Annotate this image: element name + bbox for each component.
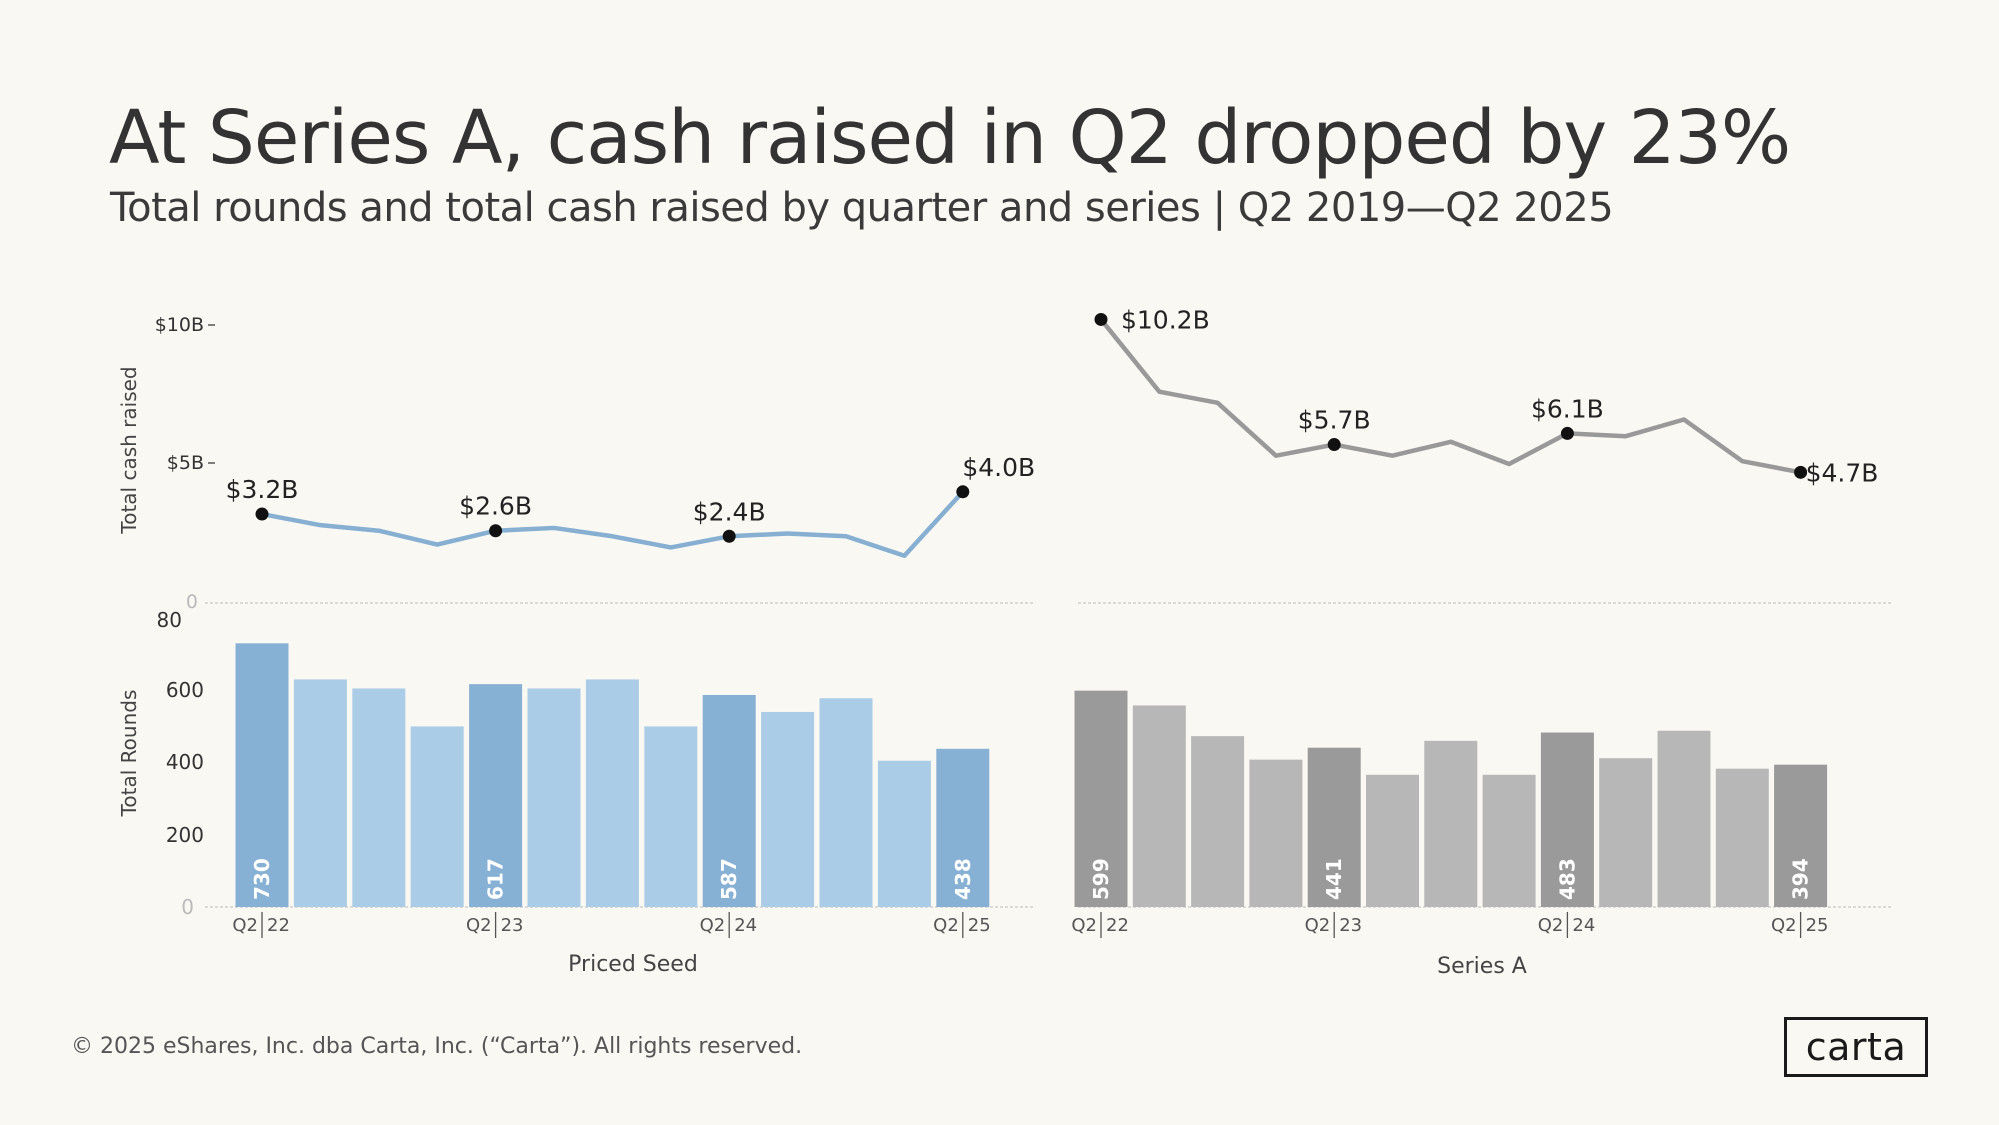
seriesa-bar-label-12: 394 <box>1789 858 1813 900</box>
seriesa-xtick-yr-4: 23 <box>1339 915 1362 936</box>
seriesa-cash-label-12: $4.7B <box>1806 458 1879 487</box>
seriesa-xtick-yr-12: 25 <box>1806 915 1829 936</box>
seriesa-cash-label-0: $10.2B <box>1121 305 1210 334</box>
rounds-tick-600: 600 <box>166 678 204 702</box>
seriesa-bar-10 <box>1657 730 1711 907</box>
series-a-panel: 599 441 483 394 Q2 22 Q2 23 Q2 24 Q2 25 $10.2B $5.7B $… <box>1071 305 1878 938</box>
seed-xtick-yr-4: 23 <box>501 915 524 936</box>
seed-cash-point-8 <box>722 529 736 543</box>
seed-cash-label-12: $4.0B <box>962 453 1035 482</box>
seed-x-label: Priced Seed <box>568 952 698 977</box>
seed-xtick-q-12: Q2 <box>933 915 959 936</box>
seed-bar-12 <box>936 748 990 907</box>
cash-tick-0: 0 <box>186 591 198 613</box>
seed-bar-11 <box>877 760 931 907</box>
carta-logo: carta <box>1784 1017 1928 1077</box>
seed-xtick-yr-8: 24 <box>734 915 757 936</box>
seed-xtick-q-0: Q2 <box>232 915 258 936</box>
seriesa-xtick-q-0: Q2 <box>1071 915 1097 936</box>
page-subtitle: Total rounds and total cash raised by qu… <box>110 185 1614 231</box>
seed-cash-label-8: $2.4B <box>693 497 766 526</box>
seriesa-cash-point-12 <box>1794 465 1808 479</box>
seriesa-bar-2 <box>1191 736 1245 907</box>
seed-cash-label-0: $3.2B <box>226 475 299 504</box>
seed-bar-6 <box>585 679 639 907</box>
seed-xtick-yr-12: 25 <box>968 915 991 936</box>
seed-xtick-q-8: Q2 <box>700 915 726 936</box>
seriesa-bar-11 <box>1715 768 1769 907</box>
cash-axis-title: Total cash raised <box>117 366 141 534</box>
seriesa-cash-point-8 <box>1560 426 1574 440</box>
seed-bar-label-8: 587 <box>717 858 741 900</box>
rounds-tick-0: 0 <box>181 895 194 919</box>
seed-bar-4 <box>469 684 523 907</box>
seed-xtick-yr-0: 22 <box>267 915 290 936</box>
seriesa-bar-3 <box>1249 759 1303 907</box>
seriesa-xtick-yr-8: 24 <box>1572 915 1595 936</box>
page-title: At Series A, cash raised in Q2 dropped b… <box>109 95 1791 181</box>
seriesa-bar-8 <box>1540 732 1594 907</box>
priced-seed-panel: 730 617 587 438 Q2 22 Q2 23 Q2 24 Q2 25 $3.2B $2.6B $2… <box>226 453 1035 938</box>
seriesa-bar-0 <box>1074 690 1128 907</box>
rounds-axis-title: Total Rounds <box>117 690 141 818</box>
seriesa-xtick-q-12: Q2 <box>1771 915 1797 936</box>
seriesa-xtick-q-8: Q2 <box>1538 915 1564 936</box>
seriesa-bar-label-4: 441 <box>1322 858 1346 900</box>
cash-tick-10b: $10B <box>155 314 204 336</box>
rounds-tick-800: 80 <box>157 608 182 632</box>
seriesa-xtick-yr-0: 22 <box>1106 915 1129 936</box>
seed-bar-label-4: 617 <box>484 858 508 900</box>
seriesa-cash-point-0 <box>1094 312 1108 326</box>
seed-bar-label-12: 438 <box>951 858 975 900</box>
seed-bar-label-0: 730 <box>250 858 274 900</box>
seriesa-bar-5 <box>1366 774 1419 907</box>
rounds-tick-400: 400 <box>166 750 204 774</box>
logo-text: carta <box>1805 1025 1907 1069</box>
seed-bar-9 <box>761 711 815 907</box>
seriesa-x-label: Series A <box>1437 954 1527 979</box>
seed-cash-label-4: $2.6B <box>459 492 532 521</box>
seed-bar-0 <box>235 643 289 907</box>
rounds-tick-200: 200 <box>166 823 204 847</box>
seriesa-bar-9 <box>1599 758 1653 907</box>
seriesa-bar-label-0: 599 <box>1089 858 1113 900</box>
seriesa-bar-label-8: 483 <box>1555 858 1579 900</box>
seed-cash-point-4 <box>489 524 503 538</box>
seed-bar-7 <box>644 726 698 907</box>
seriesa-cash-line <box>1099 318 1802 475</box>
seed-cash-point-12 <box>956 485 970 499</box>
seriesa-bar-6 <box>1424 740 1478 907</box>
seed-bar-10 <box>819 698 873 907</box>
copyright-footer: © 2025 eShares, Inc. dba Carta, Inc. (“C… <box>71 1034 803 1059</box>
cash-tick-5b: $5B <box>167 452 204 474</box>
seriesa-bar-4 <box>1307 747 1361 907</box>
seed-bar-2 <box>352 688 406 907</box>
seriesa-cash-point-4 <box>1327 438 1341 452</box>
seriesa-bar-1 <box>1132 705 1186 907</box>
seriesa-bar-12 <box>1774 764 1828 907</box>
seed-xtick-q-4: Q2 <box>466 915 492 936</box>
seriesa-bar-7 <box>1482 774 1536 907</box>
seriesa-cash-label-4: $5.7B <box>1298 406 1371 435</box>
seed-bar-1 <box>293 679 347 907</box>
seed-bar-3 <box>410 726 464 907</box>
seed-bar-5 <box>527 688 581 907</box>
seed-cash-point-0 <box>255 507 269 521</box>
seriesa-xtick-q-4: Q2 <box>1305 915 1331 936</box>
seed-bar-8 <box>702 694 756 907</box>
seed-cash-line <box>261 490 965 558</box>
seriesa-cash-label-8: $6.1B <box>1531 394 1604 423</box>
